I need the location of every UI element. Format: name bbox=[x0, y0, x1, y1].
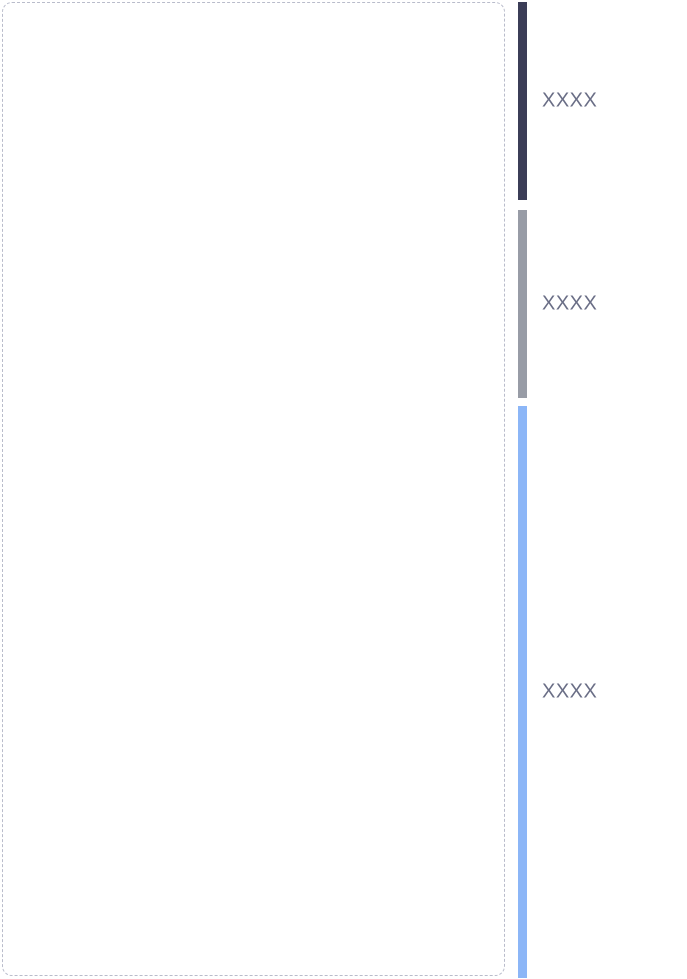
section-label-3: XXXX bbox=[542, 680, 598, 703]
section-bar-1 bbox=[518, 2, 527, 200]
section-bar-3 bbox=[518, 406, 527, 978]
section-label-1: XXXX bbox=[542, 89, 598, 112]
section-marker-3[interactable]: XXXX bbox=[518, 406, 678, 978]
section-legend: XXXX XXXX XXXX bbox=[518, 2, 678, 978]
section-marker-1[interactable]: XXXX bbox=[518, 2, 678, 200]
section-marker-2[interactable]: XXXX bbox=[518, 210, 678, 398]
section-bar-2 bbox=[518, 210, 527, 398]
section-label-2: XXXX bbox=[542, 292, 598, 315]
content-frame bbox=[2, 2, 505, 976]
